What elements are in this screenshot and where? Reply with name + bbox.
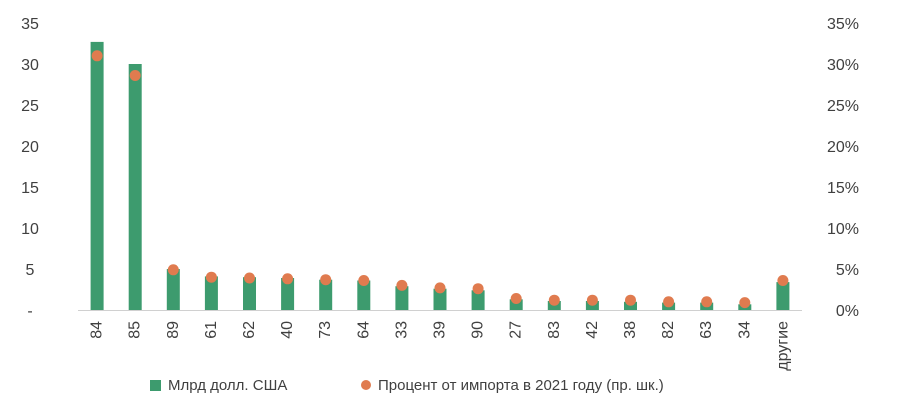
dot-marker xyxy=(777,275,789,286)
dot-marker xyxy=(129,70,141,81)
bar xyxy=(281,278,295,310)
y-right-tick-label: 30% xyxy=(827,57,859,74)
dot-marker xyxy=(548,294,560,306)
x-tick-label: 61 xyxy=(203,321,220,339)
y-right-tick-label: 0% xyxy=(836,303,859,320)
dot-marker xyxy=(472,283,484,295)
x-tick-label: 89 xyxy=(165,321,182,339)
y-left-tick-label: 10 xyxy=(21,221,39,238)
x-tick-label: другие xyxy=(774,321,791,371)
dot-marker xyxy=(320,274,332,286)
dot-marker xyxy=(510,293,522,304)
legend-label-bar: Млрд долл. США xyxy=(168,377,287,394)
dot-marker xyxy=(434,282,446,294)
bar xyxy=(624,301,637,310)
y-left-tick-label: 30 xyxy=(21,57,39,74)
dot-marker xyxy=(663,296,675,308)
y-right-tick-label: 5% xyxy=(836,262,859,279)
x-tick-label: 34 xyxy=(736,321,753,339)
dot-marker xyxy=(701,296,713,308)
x-tick-label: 40 xyxy=(279,321,296,339)
bar xyxy=(395,286,409,310)
bar xyxy=(319,279,333,310)
y-right-tick-label: 15% xyxy=(827,180,859,197)
bar xyxy=(433,288,447,310)
y-right-tick-label: 10% xyxy=(827,221,859,238)
y-right-tick-label: 35% xyxy=(827,16,859,33)
x-tick-label: 39 xyxy=(432,321,449,339)
dot-marker xyxy=(586,294,598,306)
y-left-tick-label: 35 xyxy=(21,16,39,33)
y-left-tick-label: 5 xyxy=(26,262,35,279)
bar xyxy=(471,290,485,310)
bar xyxy=(357,280,371,310)
x-axis-ticks: 84 85 89 61 62 40 73 64 33 39 90 27 83 42 38 82 63 34 друг… xyxy=(89,321,792,371)
dot-marker xyxy=(244,272,255,284)
x-tick-label: 33 xyxy=(393,321,410,339)
y-left-tick-label: - xyxy=(27,303,32,320)
bar xyxy=(509,299,523,310)
dot-marker xyxy=(167,264,179,276)
y-left-tick-label: 25 xyxy=(21,98,39,115)
dot-marker xyxy=(282,273,294,285)
y-right-tick-label: 20% xyxy=(827,139,859,156)
x-tick-label: 73 xyxy=(317,321,334,339)
x-tick-label: 64 xyxy=(355,321,372,339)
dot-marker xyxy=(625,294,636,306)
dot-marker xyxy=(396,279,408,291)
x-tick-label: 38 xyxy=(622,321,639,339)
y-left-tick-label: 20 xyxy=(21,139,39,156)
x-tick-label: 62 xyxy=(241,321,258,339)
y-left-tick-label: 15 xyxy=(21,180,39,197)
dot-series xyxy=(91,50,789,309)
bar xyxy=(90,41,104,311)
x-tick-label: 27 xyxy=(508,321,525,339)
dot-marker xyxy=(91,50,103,62)
y-right-tick-label: 25% xyxy=(827,98,859,115)
bar xyxy=(776,282,790,310)
dot-marker xyxy=(205,271,217,283)
x-tick-label: 90 xyxy=(470,321,487,339)
right-axis: 0% 5% 10% 15% 20% 25% 30% 35% xyxy=(827,16,859,320)
left-axis: - 5 10 15 20 25 30 35 xyxy=(21,16,39,320)
x-tick-label: 42 xyxy=(584,321,601,339)
bar xyxy=(128,64,142,310)
dot-marker xyxy=(739,297,751,309)
bar xyxy=(204,276,218,310)
x-tick-label: 83 xyxy=(546,321,563,339)
legend-swatch-bar xyxy=(150,380,161,391)
x-tick-label: 85 xyxy=(127,321,144,339)
x-tick-label: 63 xyxy=(698,321,715,339)
legend-label-dot: Процент от импорта в 2021 году (пр. шк.) xyxy=(378,377,664,394)
bar-series xyxy=(90,41,790,311)
bar xyxy=(243,277,256,310)
legend-swatch-dot xyxy=(361,380,371,390)
x-tick-label: 84 xyxy=(89,321,106,339)
bar xyxy=(166,269,180,310)
dot-marker xyxy=(358,275,370,286)
legend: Млрд долл. США Процент от импорта в 2021… xyxy=(150,377,664,394)
x-tick-label: 82 xyxy=(660,321,677,339)
